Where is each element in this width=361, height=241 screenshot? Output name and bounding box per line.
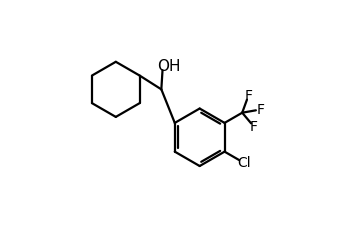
Text: F: F	[256, 103, 264, 117]
Text: F: F	[244, 89, 252, 103]
Text: F: F	[250, 120, 258, 134]
Text: Cl: Cl	[238, 156, 251, 170]
Text: OH: OH	[157, 59, 181, 74]
